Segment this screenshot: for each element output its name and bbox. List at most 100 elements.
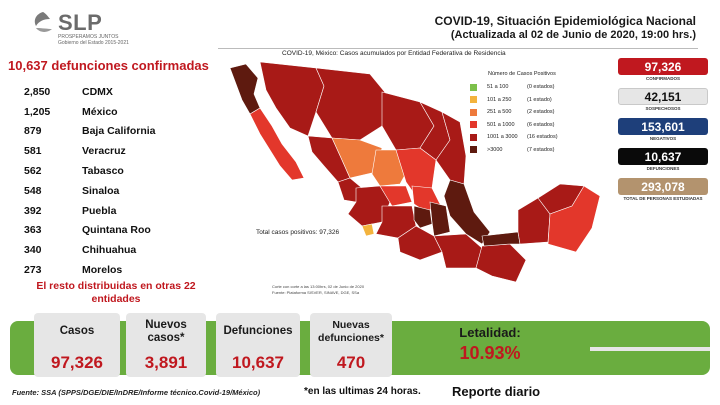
- state-deaths: 879: [24, 125, 42, 138]
- map-legend: Número de Casos Positivos 51 a 100 (0 est…: [470, 71, 600, 156]
- page-subtitle: (Actualizada al 02 de Junio de 2020, 19:…: [450, 29, 696, 41]
- list-item: 879 Baja California: [24, 122, 214, 142]
- state-chihuahua: [315, 67, 389, 141]
- banner-stripe: [590, 347, 710, 351]
- state-name: Quintana Roo: [82, 224, 151, 237]
- list-item: 548 Sinaloa: [24, 181, 214, 201]
- list-item: 392 Puebla: [24, 201, 214, 221]
- tile-casos: Casos 97,326: [34, 313, 120, 377]
- suspected-count: 42,151: [618, 88, 708, 105]
- slp-emblem-icon: [34, 12, 52, 32]
- rest-states-note: El resto distribuidas en otras 22 entida…: [36, 280, 196, 305]
- state-deaths: 273: [24, 264, 42, 277]
- deaths-count: 10,637: [618, 148, 708, 165]
- header-divider: [218, 48, 698, 49]
- state-mexico: [413, 205, 433, 229]
- mexico-choropleth-map: [229, 61, 601, 283]
- state-deaths: 548: [24, 184, 42, 197]
- list-item: 1,205 México: [24, 102, 214, 122]
- state-deaths: 1,205: [24, 105, 51, 118]
- state-guanajuato: [379, 185, 413, 207]
- legend-swatch: [470, 133, 477, 141]
- state-tabasco: [481, 231, 521, 247]
- legend-swatch: [470, 146, 477, 154]
- legend-item: 101 a 250 (1 estado): [470, 94, 600, 107]
- list-item: 273 Morelos: [24, 260, 214, 280]
- tile-nuevas-defunciones: Nuevas defunciones* 470: [310, 313, 392, 377]
- tile-casos-value: 97,326: [51, 353, 103, 372]
- deaths-title: 10,637 defunciones confirmadas: [8, 58, 209, 73]
- list-item: 562 Tabasco: [24, 161, 214, 181]
- stats-panel: 97,326 CONFIRMADOS 42,151 SOSPECHOSOS 15…: [618, 58, 708, 208]
- logo-tagline: PROSPERAMOS JUNTOS Gobierno del Estado 2…: [58, 34, 129, 46]
- legend-swatch: [470, 121, 477, 129]
- confirmed-label: CONFIRMADOS: [646, 76, 680, 81]
- state-deaths: 2,850: [24, 85, 51, 98]
- state-name: Baja California: [82, 125, 156, 138]
- tile-nuevas-defunciones-value: 470: [336, 353, 366, 372]
- source-footnote: Fuente: SSA (SPPS/DGE/DIE/InDRE/Informe …: [12, 388, 261, 397]
- tile-nuevas-defunciones-label: Nuevas defunciones*: [318, 319, 384, 344]
- legend-swatch: [470, 96, 477, 104]
- tile-defunciones-value: 10,637: [232, 353, 284, 372]
- letalidad-value: 10.93%: [459, 343, 521, 363]
- state-deaths: 392: [24, 204, 42, 217]
- logo-name: SLP: [58, 10, 103, 35]
- legend-swatch: [470, 83, 477, 91]
- state-veracruz: [443, 179, 491, 245]
- legend-item: 251 a 500 (2 estados): [470, 106, 600, 119]
- map-total-positive: Total casos positivos: 97,326: [256, 229, 340, 236]
- state-baja-california-sur: [249, 107, 305, 181]
- legend-title: Número de Casos Positivos: [488, 71, 556, 77]
- report-label: Reporte diario: [452, 384, 541, 399]
- tile-defunciones-label: Defunciones: [223, 325, 293, 337]
- letalidad: Letalidad: 10.93%: [430, 325, 550, 364]
- state-deaths: 363: [24, 224, 42, 237]
- deaths-by-state-list: 2,850 CDMX 1,205 México 879 Baja California…: [24, 82, 214, 280]
- letalidad-label: Letalidad:: [459, 325, 521, 340]
- state-chiapas: [475, 243, 527, 283]
- negative-label: NEGATIVOS: [649, 136, 677, 141]
- list-item: 340 Chihuahua: [24, 240, 214, 260]
- legend-swatch: [470, 108, 477, 116]
- state-name: Sinaloa: [82, 184, 120, 197]
- legend-item: 501 a 1000 (6 estados): [470, 119, 600, 132]
- tile-defunciones: Defunciones 10,637: [216, 313, 300, 377]
- negative-count: 153,601: [618, 118, 708, 135]
- tile-nuevos-casos-label: Nuevos casos*: [145, 319, 187, 344]
- state-puebla: [429, 201, 451, 237]
- state-name: Puebla: [82, 204, 117, 217]
- state-deaths: 340: [24, 244, 42, 257]
- state-name: CDMX: [82, 85, 113, 98]
- state-name: Chihuahua: [82, 244, 137, 257]
- page-title: COVID-19, Situación Epidemiológica Nacio…: [434, 14, 696, 28]
- total-studied-count: 293,078: [618, 178, 708, 195]
- confirmed-count: 97,326: [618, 58, 708, 75]
- state-baja-california: [229, 63, 261, 115]
- state-name: Morelos: [82, 264, 123, 277]
- map-title: COVID-19, México: Casos acumulados por E…: [282, 50, 506, 57]
- tile-nuevos-casos: Nuevos casos* 3,891: [126, 313, 206, 377]
- map-source-note: Corte con corte a las 13:00hrs, 02 de Ju…: [272, 284, 365, 295]
- last-24h-note: *en las ultimas 24 horas.: [304, 386, 421, 397]
- state-colima: [361, 223, 375, 237]
- page-header: COVID-19, Situación Epidemiológica Nacio…: [435, 14, 696, 41]
- state-name: México: [82, 105, 118, 118]
- list-item: 581 Veracruz: [24, 141, 214, 161]
- state-deaths: 581: [24, 145, 42, 158]
- tile-nuevos-casos-value: 3,891: [144, 353, 188, 372]
- total-studied-label: TOTAL DE PERSONAS ESTUDIADAS: [623, 196, 703, 201]
- tile-casos-label: Casos: [59, 325, 95, 337]
- state-name: Veracruz: [82, 145, 126, 158]
- legend-item: 51 a 100 (0 estados): [470, 81, 600, 94]
- suspected-label: SOSPECHOSOS: [645, 106, 681, 111]
- list-item: 363 Quintana Roo: [24, 221, 214, 241]
- slp-logo: SLP PROSPERAMOS JUNTOS Gobierno del Esta…: [30, 8, 130, 48]
- deaths-label: DEFUNCIONES: [646, 166, 680, 171]
- state-name: Tabasco: [82, 165, 124, 178]
- state-deaths: 562: [24, 165, 42, 178]
- state-quintana-roo: [547, 185, 601, 253]
- list-item: 2,850 CDMX: [24, 82, 214, 102]
- legend-item: 1001 a 3000 (16 estados): [470, 131, 600, 144]
- legend-item: >3000 (7 estados): [470, 144, 600, 157]
